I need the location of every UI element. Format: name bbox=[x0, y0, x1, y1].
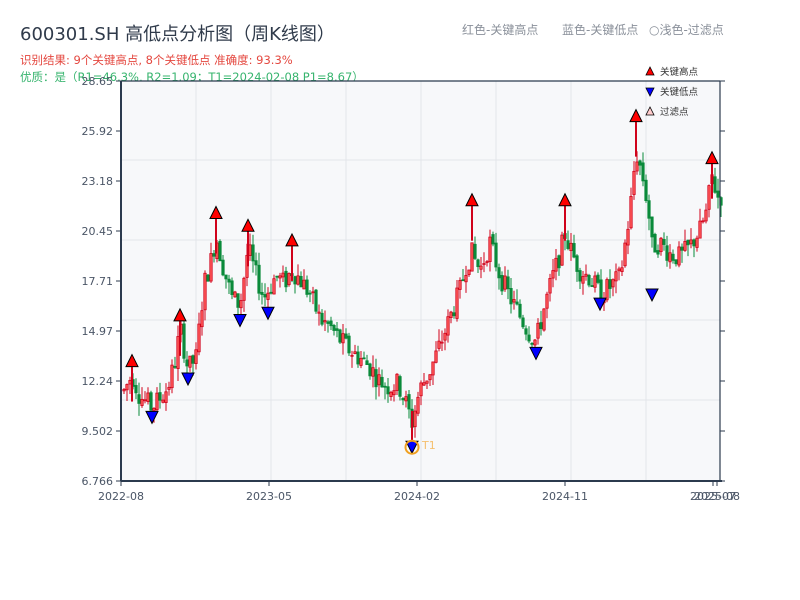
svg-text:T1: T1 bbox=[421, 439, 436, 452]
svg-text:2025-07: 2025-07 bbox=[690, 490, 736, 503]
svg-text:关键高点: 关键高点 bbox=[660, 66, 699, 78]
svg-text:20.45: 20.45 bbox=[82, 225, 114, 238]
svg-text:过滤点: 过滤点 bbox=[660, 106, 689, 118]
svg-text:2024-02: 2024-02 bbox=[394, 490, 440, 503]
svg-text:2023-05: 2023-05 bbox=[246, 490, 292, 503]
result-summary: 识别结果: 9个关键高点, 8个关键低点 准确度: 93.3% bbox=[20, 53, 293, 67]
svg-text:12.24: 12.24 bbox=[82, 375, 114, 388]
svg-text:2024-11: 2024-11 bbox=[542, 490, 588, 503]
svg-text:25.92: 25.92 bbox=[82, 125, 114, 138]
legend-note-red: 红色-关键高点 bbox=[462, 23, 539, 37]
svg-text:关键低点: 关键低点 bbox=[660, 86, 699, 98]
legend-note-light: ○浅色-过滤点 bbox=[649, 23, 724, 37]
svg-text:28.65: 28.65 bbox=[82, 75, 114, 88]
svg-text:2025-08: 2025-08 bbox=[694, 490, 740, 503]
legend-note-blue: 蓝色-关键低点 bbox=[562, 23, 639, 37]
svg-text:17.71: 17.71 bbox=[82, 275, 114, 288]
svg-text:6.766: 6.766 bbox=[82, 475, 114, 488]
key-point-markers: T1 bbox=[125, 108, 719, 455]
svg-text:14.97: 14.97 bbox=[82, 325, 114, 338]
svg-text:2022-08: 2022-08 bbox=[98, 490, 144, 503]
grid-lines bbox=[121, 81, 720, 481]
axes: 6.766 9.502 12.24 14.97 17.71 20.45 23.18 25.92… bbox=[82, 75, 740, 503]
chart-title: 600301.SH 高低点分析图（周K线图） bbox=[20, 24, 335, 45]
svg-text:23.18: 23.18 bbox=[82, 175, 114, 188]
svg-text:9.502: 9.502 bbox=[82, 425, 114, 438]
